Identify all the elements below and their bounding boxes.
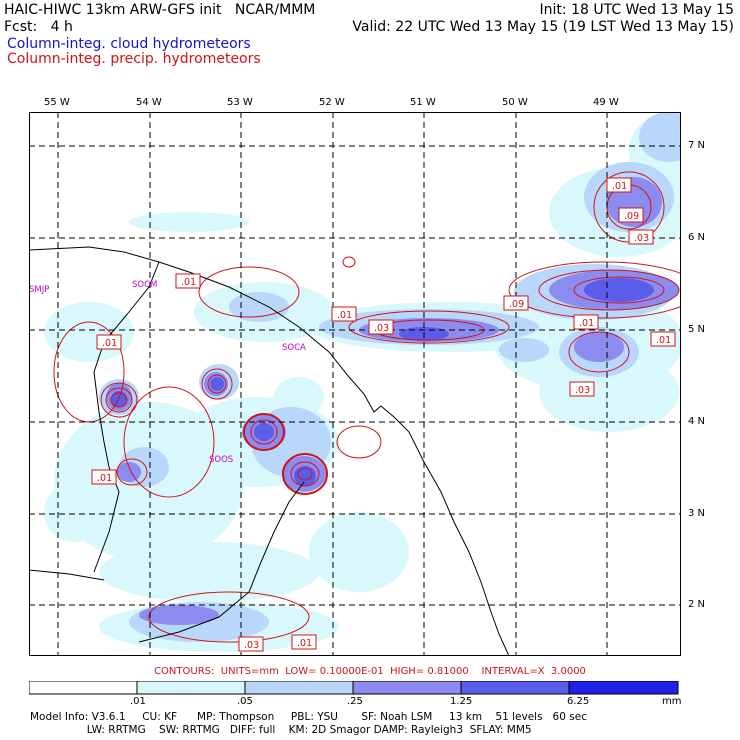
legend-precip-hydrometeors: Column-integ. precip. hydrometeors [7, 51, 261, 67]
color-bin [244, 681, 354, 695]
lat-label: 7 N [688, 140, 706, 151]
lon-label: 53 W [227, 97, 253, 108]
contour-label: .01 [337, 310, 352, 321]
station-label: SOOS [209, 455, 233, 465]
contour-label: .03 [244, 640, 259, 651]
header-title: HAIC-HIWC 13km ARW-GFS init NCAR/MMM [4, 2, 316, 18]
color-scale-label: 1.25 [450, 696, 473, 707]
forecast-hour: Fcst: 4 h [4, 19, 73, 35]
contour-label: .01 [102, 338, 117, 349]
station-label: SOCM [132, 280, 157, 290]
lon-label: 52 W [319, 97, 345, 108]
contour-label: .09 [624, 211, 639, 222]
lon-label: 55 W [44, 97, 70, 108]
color-scale-units: mm [662, 696, 682, 707]
valid-time: Valid: 22 UTC Wed 13 May 15 (19 LST Wed … [352, 19, 734, 35]
contours-units: UNITS=mm [220, 666, 279, 677]
contours-interval: INTERVAL=X 3.0000 [481, 666, 586, 677]
contour-label: .01 [656, 335, 671, 346]
color-bin [352, 681, 462, 695]
color-scale-label: .01 [130, 696, 146, 707]
contour-label: .01 [97, 473, 112, 484]
contour-label: .01 [297, 638, 312, 649]
lon-label: 54 W [136, 97, 162, 108]
color-bin [29, 681, 138, 695]
contours-low: LOW= 0.10000E-01 [285, 666, 384, 677]
color-scale-label: 6.25 [567, 696, 590, 707]
graticule [29, 112, 681, 656]
contours-info: CONTOURS: UNITS=mm LOW= 0.10000E-01 HIGH… [0, 666, 740, 677]
contour-label: .01 [181, 277, 196, 288]
contours-high: HIGH= 0.81000 [390, 666, 469, 677]
map-panel: SMJP SOCM SOCA SOOS .01 .09 .03 .01 .01 … [29, 112, 681, 656]
station-label: SOCA [282, 343, 306, 353]
contours-label: CONTOURS: [154, 666, 215, 677]
lat-label: 3 N [688, 508, 706, 519]
color-scale-label: .05 [237, 696, 253, 707]
model-info-line2: LW: RRTMG SW: RRTMG DIFF: full KM: 2D Sm… [30, 724, 532, 736]
color-scale-labels: .01 .05 .25 1.25 6.25 mm [0, 696, 740, 708]
contour-label: .01 [612, 181, 627, 192]
color-bin [568, 681, 679, 695]
color-scale-label: .25 [347, 696, 363, 707]
lat-label: 6 N [688, 232, 706, 243]
lon-label: 49 W [593, 97, 619, 108]
lon-label: 51 W [410, 97, 436, 108]
lat-label: 5 N [688, 324, 706, 335]
legend-cloud-hydrometeors: Column-integ. cloud hydrometeors [7, 36, 251, 52]
lat-label: 4 N [688, 416, 706, 427]
model-info-line1: Model Info: V3.6.1 CU: KF MP: Thompson P… [30, 711, 587, 723]
station-label: SMJP [29, 285, 49, 295]
color-scale-bar [29, 681, 679, 695]
contour-label-group: .01 .09 .03 .01 .01 .03 .09 .01 .01 .03 … [91, 177, 676, 652]
lat-label: 2 N [688, 599, 706, 610]
contour-label: .03 [575, 385, 590, 396]
contour-label: .03 [634, 233, 649, 244]
color-bin [460, 681, 570, 695]
init-time: Init: 18 UTC Wed 13 May 15 [539, 2, 734, 18]
contour-label: .01 [579, 318, 594, 329]
coastline [29, 246, 510, 656]
contour-label: .03 [374, 323, 389, 334]
precip-contours [53, 171, 681, 643]
color-bin [136, 681, 246, 695]
lon-label: 50 W [502, 97, 528, 108]
contour-label: .09 [509, 299, 524, 310]
